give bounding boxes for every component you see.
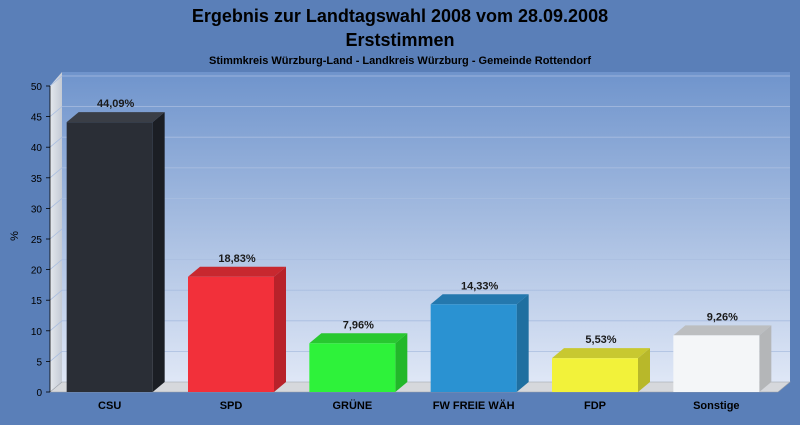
y-tick-label: 50 — [31, 82, 43, 93]
bar-side — [274, 266, 286, 392]
bars: 44,09% 18,83% 7,96% 14,33% 5,53% 9,26% — [66, 98, 772, 393]
y-axis: 0 5 10 15 20 25 30 35 40 45 50 — [31, 82, 51, 399]
x-tick-label: FW FREIE WÄH — [433, 399, 515, 412]
bar — [552, 358, 638, 392]
bar — [430, 304, 517, 392]
bar — [309, 343, 396, 392]
bar-top — [188, 266, 286, 277]
bar-side — [395, 333, 408, 392]
gridlines — [49, 75, 790, 362]
x-axis: CSU SPD GRÜNE FW FREIE WÄH FDP Sonstige — [98, 399, 740, 412]
y-tick-label: 0 — [36, 388, 42, 399]
gridline — [49, 259, 790, 270]
bar — [673, 335, 760, 392]
gridline — [49, 75, 790, 87]
x-tick-label: FDP — [584, 400, 606, 412]
chart-subtitle: Erststimmen — [345, 30, 454, 50]
y-tick-label: 5 — [36, 357, 42, 368]
y-tick-label: 35 — [31, 174, 43, 185]
data-label: 7,96% — [343, 319, 374, 331]
bar-top — [309, 333, 408, 344]
bar — [188, 276, 274, 392]
x-tick-label: GRÜNE — [332, 399, 372, 412]
y-tick-label: 20 — [31, 266, 43, 277]
x-tick-label: SPD — [220, 400, 243, 412]
chart-title: Ergebnis zur Landtagswahl 2008 vom 28.09… — [192, 6, 608, 26]
y-tick-label: 40 — [31, 143, 43, 154]
data-label: 44,09% — [97, 98, 135, 110]
bar-side — [516, 294, 529, 392]
data-label: 5,53% — [585, 334, 616, 346]
y-tick-label: 10 — [31, 327, 43, 338]
bar-side — [152, 112, 165, 393]
y-tick-label: 30 — [31, 204, 43, 215]
gridline — [49, 167, 790, 179]
data-label: 14,33% — [461, 280, 499, 292]
bar-top — [66, 112, 165, 123]
plot-back-wall — [62, 72, 790, 382]
gridline — [49, 228, 790, 240]
data-label: 18,83% — [218, 253, 256, 265]
x-tick-label: CSU — [98, 400, 121, 412]
y-tick-label: 15 — [31, 296, 43, 307]
bar-top — [552, 348, 650, 359]
chart-caption: Stimmkreis Würzburg-Land - Landkreis Wür… — [209, 55, 591, 67]
gridline — [49, 289, 790, 301]
gridline — [49, 320, 790, 332]
gridline — [49, 106, 790, 117]
y-tick-label: 25 — [31, 235, 43, 246]
x-tick-label: Sonstige — [693, 400, 739, 412]
bar — [66, 122, 153, 393]
bar-side — [638, 348, 650, 392]
gridline — [49, 197, 790, 209]
data-label: 9,26% — [707, 311, 738, 323]
gridline — [49, 350, 790, 362]
y-axis-label: % — [9, 231, 21, 241]
plot-left-wall — [50, 72, 62, 392]
bar-top — [430, 294, 529, 305]
gridline — [49, 136, 790, 148]
y-tick-label: 45 — [31, 113, 43, 124]
bar-side — [759, 325, 772, 392]
bar-top — [673, 325, 772, 336]
